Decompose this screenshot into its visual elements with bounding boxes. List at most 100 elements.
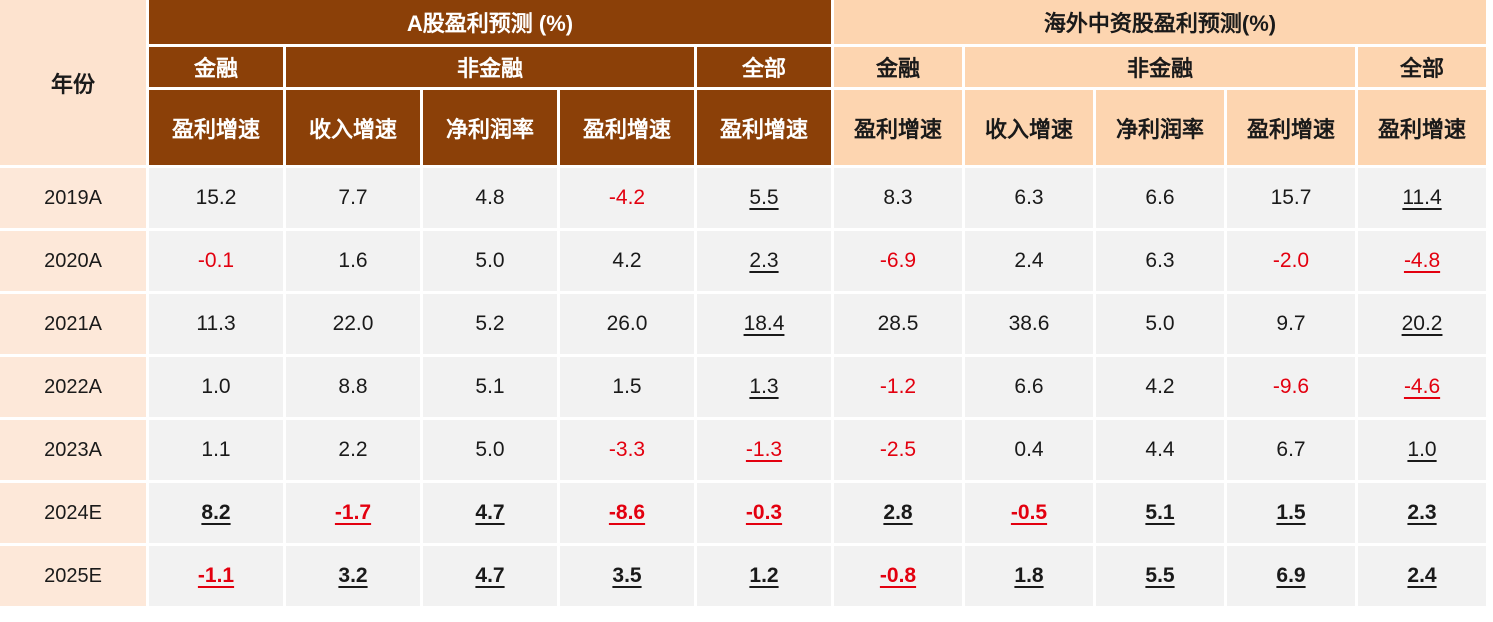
value-text: 4.2 xyxy=(612,249,642,272)
value-cell: -1.2 xyxy=(834,357,962,417)
value-cell: -1.3 xyxy=(697,420,831,480)
value-text: 5.1 xyxy=(475,375,505,398)
value-cell: -1.7 xyxy=(286,483,420,543)
value-text: 1.8 xyxy=(1014,564,1044,587)
overseas-group-nonfinancial: 非金融 xyxy=(965,47,1355,87)
year-cell: 2023A xyxy=(0,420,146,480)
value-cell: 5.1 xyxy=(1096,483,1224,543)
value-cell: -2.0 xyxy=(1227,231,1355,291)
value-text: 6.3 xyxy=(1014,186,1044,209)
value-text: -0.5 xyxy=(1010,501,1048,524)
year-cell: 2021A xyxy=(0,294,146,354)
value-text: -9.6 xyxy=(1272,375,1310,398)
value-cell: 5.0 xyxy=(423,231,557,291)
table-row: 2023A 1.1 2.2 5.0 -3.3 -1.3 -2.5 0.4 4.4 6.7 1.0 xyxy=(0,420,1487,480)
value-text: 3.2 xyxy=(338,564,368,587)
a-share-group-all: 全部 xyxy=(697,47,831,87)
metric-header: 收入增速 xyxy=(286,90,420,165)
value-cell: 7.7 xyxy=(286,168,420,228)
value-text: -4.8 xyxy=(1403,249,1441,272)
value-text: -1.7 xyxy=(334,501,372,524)
metric-header: 盈利增速 xyxy=(1227,90,1355,165)
overseas-title: 海外中资股盈利预测(%) xyxy=(834,0,1487,44)
value-text: 1.6 xyxy=(338,249,368,272)
value-cell: 26.0 xyxy=(560,294,694,354)
value-text: 11.4 xyxy=(1402,186,1442,209)
value-cell: 6.3 xyxy=(1096,231,1224,291)
value-text: 2.3 xyxy=(749,249,779,272)
metric-header: 盈利增速 xyxy=(560,90,694,165)
value-text: 5.1 xyxy=(1145,501,1175,524)
value-text: -3.3 xyxy=(608,438,646,461)
year-header: 年份 xyxy=(0,0,146,165)
metric-header: 净利润率 xyxy=(1096,90,1224,165)
value-cell: 1.6 xyxy=(286,231,420,291)
value-cell: 4.2 xyxy=(560,231,694,291)
value-text: 6.6 xyxy=(1145,186,1175,209)
value-cell: -0.5 xyxy=(965,483,1093,543)
table-row: 2019A 15.2 7.7 4.8 -4.2 5.5 8.3 6.3 6.6 15.7 11.4 xyxy=(0,168,1487,228)
value-text: 8.3 xyxy=(883,186,913,209)
value-cell: 5.5 xyxy=(1096,546,1224,606)
value-cell: 4.4 xyxy=(1096,420,1224,480)
value-text: 1.1 xyxy=(201,438,231,461)
table-row: 2025E -1.1 3.2 4.7 3.5 1.2 -0.8 1.8 5.5 6.9 2.4 xyxy=(0,546,1487,606)
year-cell: 2019A xyxy=(0,168,146,228)
value-text: 28.5 xyxy=(877,312,919,335)
value-cell: 4.7 xyxy=(423,483,557,543)
value-cell: 2.3 xyxy=(697,231,831,291)
value-cell: -0.1 xyxy=(149,231,283,291)
value-text: 1.3 xyxy=(749,375,779,398)
value-text: 1.0 xyxy=(201,375,231,398)
metric-header: 盈利增速 xyxy=(149,90,283,165)
value-text: 5.5 xyxy=(749,186,779,209)
value-cell: 1.0 xyxy=(149,357,283,417)
table-row: 2024E 8.2 -1.7 4.7 -8.6 -0.3 2.8 -0.5 5.1 1.5 2.3 xyxy=(0,483,1487,543)
value-text: -1.2 xyxy=(879,375,917,398)
value-cell: 3.5 xyxy=(560,546,694,606)
value-text: 7.7 xyxy=(338,186,368,209)
value-text: -4.2 xyxy=(608,186,646,209)
value-cell: 18.4 xyxy=(697,294,831,354)
value-text: 5.0 xyxy=(1145,312,1175,335)
value-text: -6.9 xyxy=(879,249,917,272)
value-text: 8.2 xyxy=(201,501,231,524)
value-cell: 6.3 xyxy=(965,168,1093,228)
value-text: 20.2 xyxy=(1401,312,1443,335)
table-row: 2021A 11.3 22.0 5.2 26.0 18.4 28.5 38.6 5.0 9.7 20… xyxy=(0,294,1487,354)
a-share-title: A股盈利预测 (%) xyxy=(149,0,831,44)
value-cell: 2.2 xyxy=(286,420,420,480)
value-text: -0.1 xyxy=(197,249,235,272)
metric-header: 收入增速 xyxy=(965,90,1093,165)
metric-header: 盈利增速 xyxy=(697,90,831,165)
table-row: 2022A 1.0 8.8 5.1 1.5 1.3 -1.2 6.6 4.2 -9.6 -4.6 xyxy=(0,357,1487,417)
value-text: 18.4 xyxy=(743,312,785,335)
metric-header: 盈利增速 xyxy=(1358,90,1487,165)
value-text: 1.0 xyxy=(1407,438,1437,461)
value-cell: -6.9 xyxy=(834,231,962,291)
value-cell: 11.3 xyxy=(149,294,283,354)
value-cell: 38.6 xyxy=(965,294,1093,354)
value-text: -0.3 xyxy=(745,501,783,524)
value-text: 1.5 xyxy=(612,375,642,398)
a-share-group-financial: 金融 xyxy=(149,47,283,87)
a-share-group-nonfinancial: 非金融 xyxy=(286,47,694,87)
value-cell: 1.8 xyxy=(965,546,1093,606)
value-cell: -0.8 xyxy=(834,546,962,606)
value-text: -4.6 xyxy=(1403,375,1441,398)
value-cell: 4.2 xyxy=(1096,357,1224,417)
value-text: -0.8 xyxy=(879,564,917,587)
year-cell: 2025E xyxy=(0,546,146,606)
earnings-forecast-table: 年份 A股盈利预测 (%) 海外中资股盈利预测(%) 金融 非金融 全部 金融 … xyxy=(0,0,1487,606)
value-cell: 3.2 xyxy=(286,546,420,606)
value-cell: -2.5 xyxy=(834,420,962,480)
value-text: 38.6 xyxy=(1008,312,1050,335)
value-text: 1.5 xyxy=(1276,501,1306,524)
value-cell: 15.7 xyxy=(1227,168,1355,228)
value-cell: 5.5 xyxy=(697,168,831,228)
value-text: 6.7 xyxy=(1276,438,1306,461)
value-cell: 6.9 xyxy=(1227,546,1355,606)
value-cell: 22.0 xyxy=(286,294,420,354)
value-text: 11.3 xyxy=(196,312,236,335)
value-cell: 15.2 xyxy=(149,168,283,228)
